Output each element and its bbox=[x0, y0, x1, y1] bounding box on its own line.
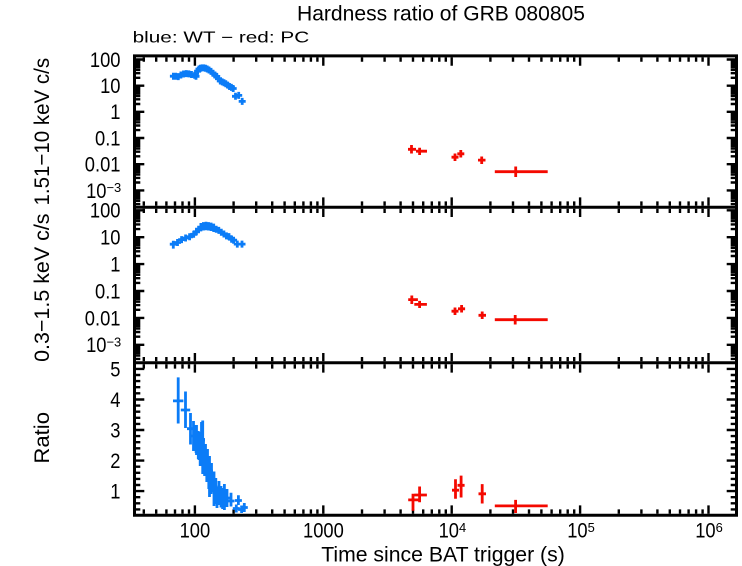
svg-text:Hardness ratio of GRB 080805: Hardness ratio of GRB 080805 bbox=[297, 2, 585, 26]
svg-text:10: 10 bbox=[86, 333, 106, 357]
svg-text:5: 5 bbox=[588, 520, 595, 535]
svg-text:10: 10 bbox=[86, 179, 106, 203]
svg-text:100: 100 bbox=[90, 48, 121, 72]
svg-text:2: 2 bbox=[110, 449, 120, 473]
svg-text:0.3−1.5 keV c/s: 0.3−1.5 keV c/s bbox=[30, 214, 54, 362]
svg-text:4: 4 bbox=[110, 388, 120, 412]
svg-text:1: 1 bbox=[110, 253, 120, 277]
svg-text:10: 10 bbox=[439, 519, 459, 543]
svg-text:Time since BAT trigger (s): Time since BAT trigger (s) bbox=[321, 543, 565, 566]
svg-text:10: 10 bbox=[567, 519, 587, 543]
svg-text:10: 10 bbox=[695, 519, 715, 543]
svg-text:1.51−10 keV c/s: 1.51−10 keV c/s bbox=[30, 58, 54, 206]
svg-text:0.1: 0.1 bbox=[95, 126, 121, 150]
svg-text:3: 3 bbox=[110, 418, 120, 442]
svg-text:blue: WT − red: PC: blue: WT − red: PC bbox=[133, 30, 310, 47]
svg-text:1: 1 bbox=[110, 100, 120, 124]
svg-text:100: 100 bbox=[180, 519, 211, 543]
svg-text:1000: 1000 bbox=[303, 519, 344, 543]
svg-text:−3: −3 bbox=[107, 180, 122, 195]
svg-text:10: 10 bbox=[100, 74, 120, 98]
svg-text:0.01: 0.01 bbox=[85, 306, 121, 330]
svg-text:0.1: 0.1 bbox=[95, 279, 121, 303]
svg-text:100: 100 bbox=[90, 199, 121, 223]
svg-text:5: 5 bbox=[110, 357, 120, 381]
svg-text:4: 4 bbox=[459, 520, 466, 535]
svg-text:10: 10 bbox=[100, 226, 120, 250]
svg-text:0.01: 0.01 bbox=[85, 153, 121, 177]
svg-text:Ratio: Ratio bbox=[30, 412, 54, 464]
svg-text:−3: −3 bbox=[107, 335, 122, 350]
svg-text:6: 6 bbox=[716, 520, 723, 535]
svg-text:1: 1 bbox=[110, 480, 120, 504]
